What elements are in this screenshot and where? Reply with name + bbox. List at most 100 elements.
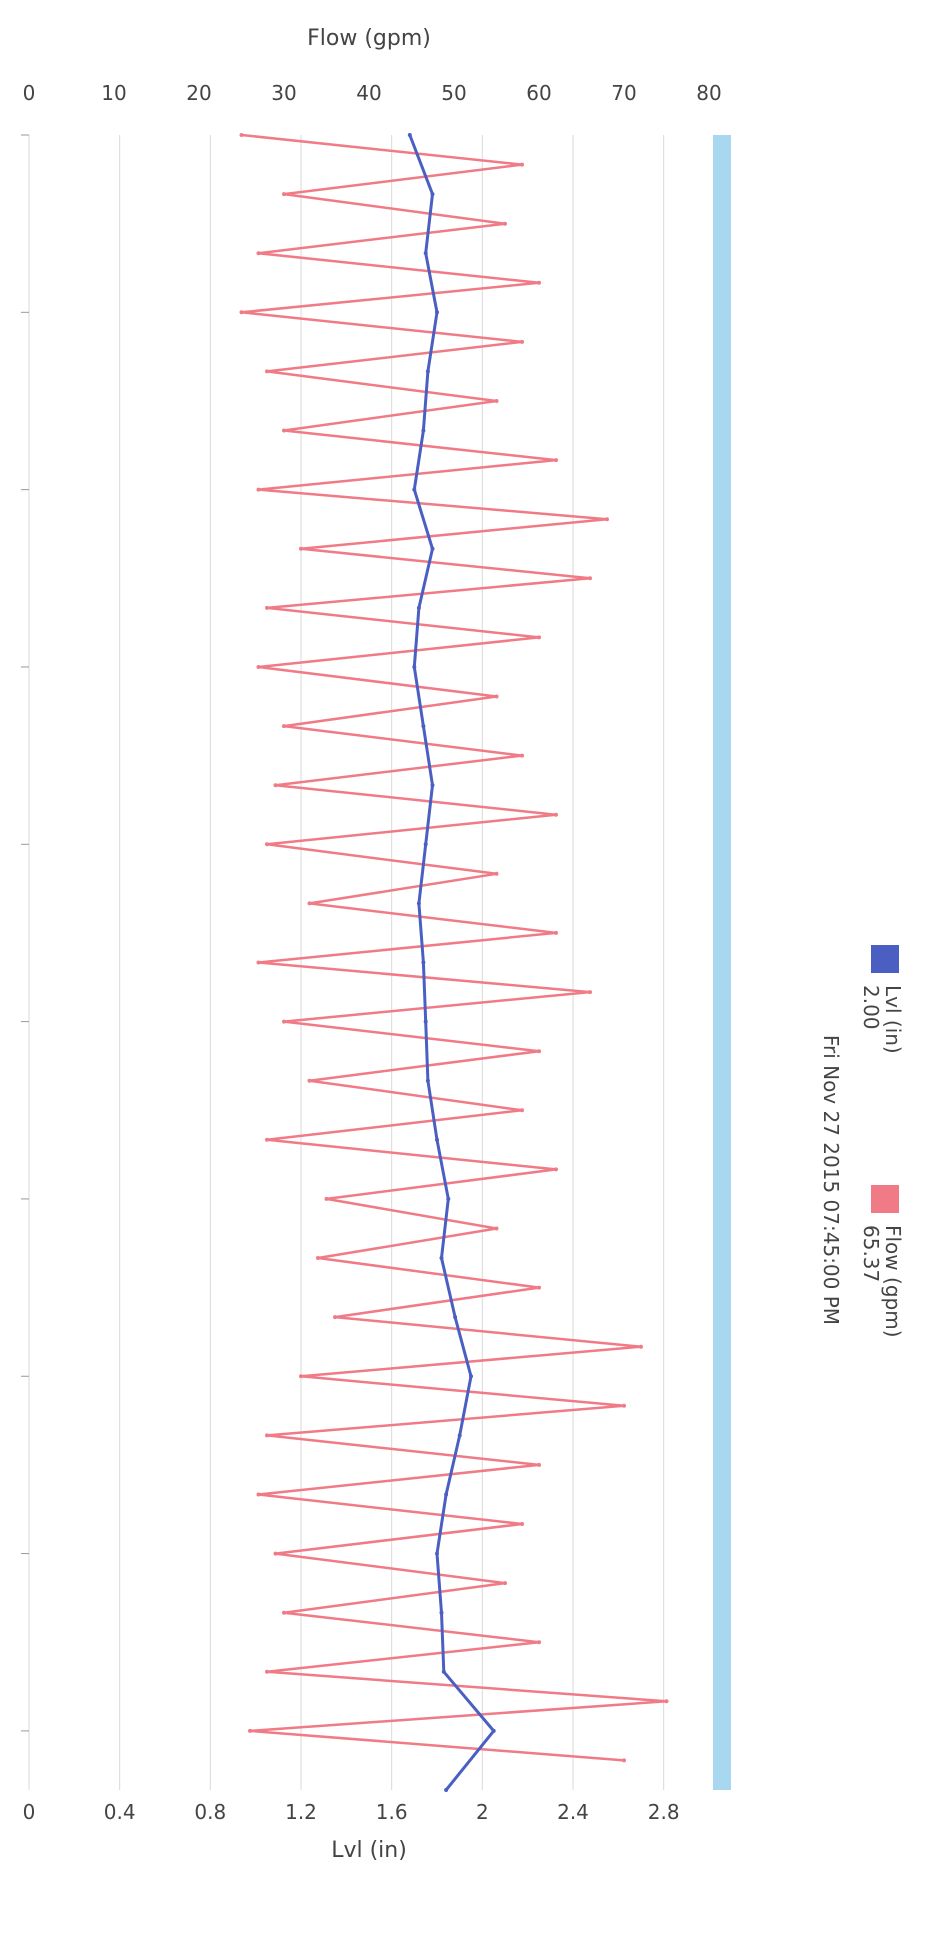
legend-label-lvl: Lvl (in) [881,985,905,1054]
flow-point [256,665,261,669]
right-axis-ticks: 0 10 20 30 40 50 60 70 80 [23,81,722,105]
range-navigator-bar[interactable] [713,135,731,1790]
flow-point [299,1374,303,1379]
lvl-point [439,1256,444,1260]
legend-value-flow: 65.37 [859,1225,883,1282]
flow-point [307,901,312,906]
flow-point [316,1256,320,1260]
left-tick-label: 1.2 [285,1800,317,1824]
x-axis-ticks: 11/8/1511/11/1511/14/1511/17/1511/20/151… [21,134,29,1732]
left-axis-ticks: 0 0.4 0.8 1.2 1.6 2 2.4 2.8 [23,1800,680,1824]
lvl-point [441,1669,446,1674]
flow-point [554,458,558,463]
flow-point [265,1433,269,1438]
flow-point [537,1462,541,1467]
flow-point [554,1167,558,1172]
legend-label-flow: Flow (gpm) [881,1225,905,1338]
flow-point [307,1078,312,1083]
flow-point [520,162,524,167]
left-axis-title: Lvl (in) [331,1838,407,1863]
lvl-point [416,605,421,610]
lvl-point [444,1788,449,1792]
flow-point [605,517,609,522]
right-tick-label: 70 [611,81,636,105]
flow-point [299,546,303,551]
flow-point [282,1019,286,1024]
flow-point [239,133,244,137]
right-axis-title: Flow (gpm) [307,26,431,51]
flow-point [239,310,244,315]
flow-point [520,1108,524,1113]
flow-point [265,1669,269,1674]
right-tick-label: 60 [526,81,551,105]
flow-point [494,871,499,876]
left-tick-label: 0 [23,1800,36,1824]
plot-area: 11/8/1511/11/1511/14/1511/17/1511/20/151… [21,26,905,1863]
right-tick-label: 20 [186,81,211,105]
legend-item-flow[interactable]: Flow (gpm) 65.37 [859,1185,905,1338]
flow-point [554,812,558,817]
flow-point [324,1196,329,1201]
left-tick-label: 2.8 [648,1800,680,1824]
flow-point [282,1610,286,1615]
flow-point [503,221,507,226]
flow-point [537,1049,541,1054]
lvl-point [412,487,417,492]
flow-point [256,1492,261,1497]
lvl-point [439,1610,444,1615]
right-tick-label: 80 [696,81,721,105]
left-tick-label: 2 [476,1800,489,1824]
flow-point [265,842,269,847]
flow-point [520,753,524,758]
flow-point [537,635,541,640]
legend-value-lvl: 2.00 [859,985,883,1030]
flow-point [537,1285,541,1290]
right-tick-label: 30 [271,81,296,105]
series-line-flow [240,133,668,1762]
flow-point [256,251,261,256]
flow-point [537,280,541,285]
flow-point [494,1226,499,1231]
flow-point [503,1581,507,1586]
flow-point [537,1640,541,1645]
lvl-point [491,1728,496,1733]
flow-point [248,1728,252,1733]
left-tick-label: 0.4 [104,1800,136,1824]
lvl-point [421,428,426,433]
legend-item-lvl[interactable]: Lvl (in) 2.00 [859,945,905,1054]
lvl-point [407,133,412,137]
lvl-point [425,1078,430,1083]
flow-point [622,1403,626,1408]
lvl-point [412,665,417,669]
lvl-point [421,724,426,729]
flow-point [664,1699,669,1704]
left-tick-label: 2.4 [557,1800,589,1824]
gridlines [28,135,665,1790]
lvl-point [457,1433,462,1438]
legend: Lvl (in) 2.00 Flow (gpm) 65.37 [859,945,905,1338]
right-tick-label: 10 [101,81,126,105]
lvl-point [446,1196,451,1201]
flow-point [265,369,269,374]
lvl-point [423,251,428,256]
legend-swatch-flow [871,1185,899,1213]
flow-point [273,1551,278,1556]
lvl-point [469,1374,473,1379]
lvl-point [453,1315,458,1320]
flow-point [282,724,286,729]
flow-point [265,605,269,610]
flow-point [256,960,261,965]
right-tick-label: 50 [441,81,466,105]
lvl-point [444,1492,449,1497]
flow-point [622,1758,626,1763]
lvl-point [430,546,435,551]
flow-point [273,783,278,788]
flow-point [588,576,592,581]
flow-point [639,1344,643,1349]
flow-point [494,399,499,403]
flow-point [265,1137,269,1142]
lvl-point [425,369,430,374]
lvl-point [435,1551,439,1556]
flow-point [588,990,592,995]
